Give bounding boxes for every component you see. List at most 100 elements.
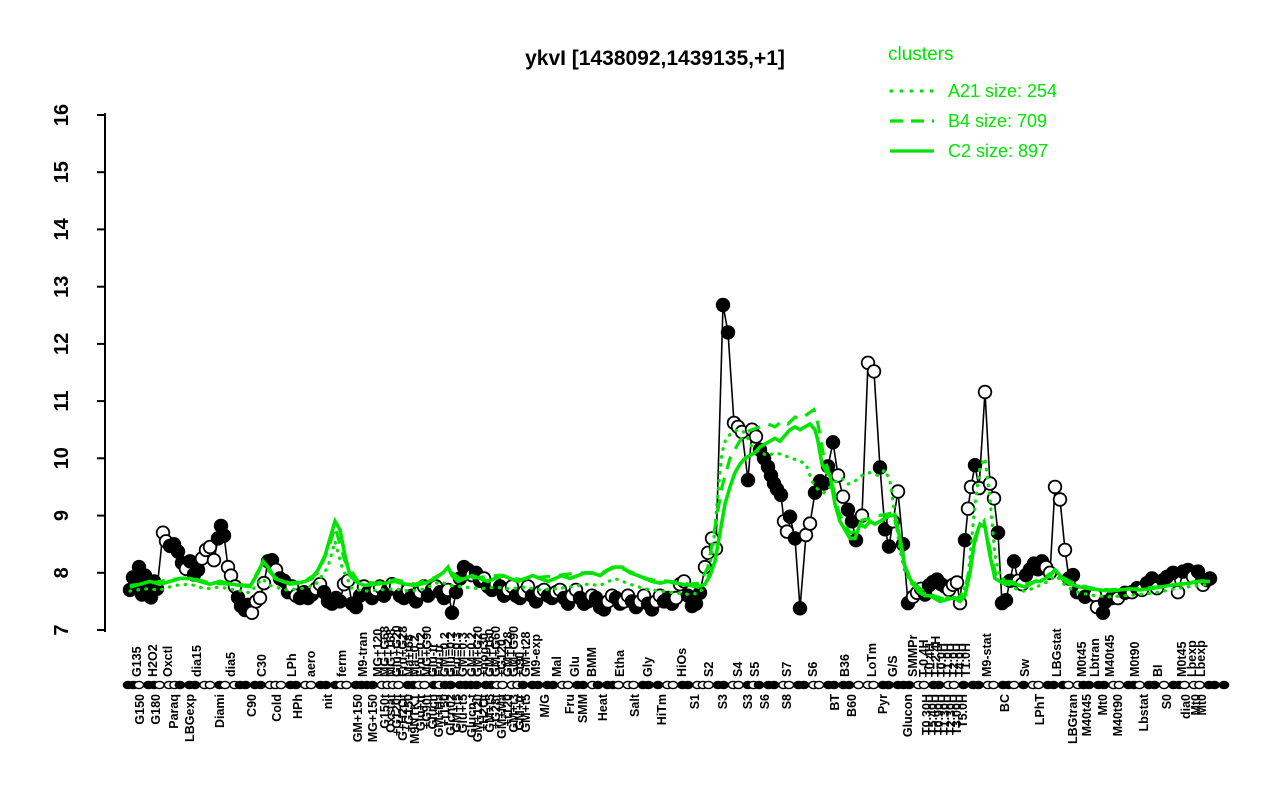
condition-label: LPhT: [1033, 694, 1047, 726]
replicate-marker: [1098, 680, 1110, 690]
condition-label: SMM: [576, 694, 590, 723]
y-axis: 7 8 9 10 11 12 13 14 15 16: [51, 104, 106, 636]
condition-label: Glu-tr: [426, 643, 440, 677]
replicate-marker: [562, 680, 574, 690]
condition-label: S2: [702, 662, 716, 677]
data-point: [957, 533, 973, 548]
replicate-marker: [1134, 680, 1145, 690]
condition-label: M9-exp: [529, 634, 543, 677]
data-point: [448, 585, 464, 600]
condition-label: S7: [780, 662, 794, 677]
data-point: [998, 593, 1014, 608]
condition-label: BI: [1151, 665, 1165, 678]
condition-label: S3: [741, 694, 755, 709]
data-point: [977, 384, 993, 400]
replicate-marker: [240, 680, 251, 690]
replicate-marker: [853, 680, 864, 690]
condition-label: GM+G20: [471, 626, 485, 677]
condition-labels-bottom: G150 G180 Paraq LBGexp Diami C90 Cold HPh nit GM+…: [133, 693, 1209, 744]
condition-label: Fru=0.2: [414, 632, 428, 677]
data-point: [202, 539, 218, 555]
condition-label: GM+G60: [489, 626, 503, 677]
cluster-curves: [128, 407, 1214, 604]
replicate-marker: [643, 680, 654, 690]
y-tick-label: 9: [51, 510, 73, 521]
condition-label: Ma=0.2: [408, 635, 422, 677]
replicate-marker: [933, 680, 945, 690]
data-point: [890, 484, 906, 499]
replicate-marker: [1218, 680, 1230, 690]
replicate-marker: [733, 680, 744, 690]
condition-label: T-0.4H: [917, 639, 931, 677]
replicate-marker: [718, 680, 729, 690]
replicate-marker: [813, 680, 825, 690]
condition-label: C30: [255, 654, 269, 677]
condition-label: nit: [321, 693, 335, 709]
condition-label: Ma+t68: [402, 634, 416, 677]
condition-label: Glucon: [901, 694, 915, 737]
replicate-marker: [154, 680, 165, 690]
condition-label: GM+150: [351, 694, 365, 742]
replicate-marker: [133, 680, 145, 690]
condition-label: Glu+tr: [414, 694, 428, 731]
condition-label: +t90: [513, 652, 527, 677]
condition-label: HPh: [291, 694, 305, 719]
condition-label: S3: [716, 694, 730, 709]
replicate-marker: [1048, 680, 1059, 690]
condition-label: GM+120: [471, 694, 485, 742]
dashed-line-icon: [890, 119, 934, 123]
condition-label: M9NTK1: [408, 694, 422, 744]
condition-label: T2.30H: [944, 694, 958, 735]
data-point: [1006, 554, 1022, 569]
condition-label: GM+G90: [507, 626, 521, 677]
condition-label: LBGstat: [1050, 628, 1064, 677]
condition-label: Glu: [568, 656, 582, 677]
legend-item-label: C2 size: 897: [948, 140, 1049, 161]
data-point: [1052, 492, 1068, 507]
data-point: [773, 487, 789, 503]
condition-label: S6: [806, 662, 820, 677]
condition-label: +t120: [501, 694, 515, 726]
condition-label: T0.30H: [920, 694, 934, 735]
condition-label: S8: [780, 694, 794, 709]
condition-label: +G28t: [489, 693, 503, 729]
condition-label: GM+t28: [519, 631, 533, 677]
condition-label: G150t: [378, 693, 392, 729]
condition-label: +G120t: [390, 693, 404, 736]
replicate-marker: [613, 680, 624, 690]
replicate-marker: [1033, 680, 1044, 690]
cluster-C2-curve: [129, 421, 1210, 604]
condition-label: +G90t: [420, 693, 434, 729]
condition-label: Glucn: [426, 694, 440, 729]
replicate-marker: [393, 680, 404, 690]
condition-label: MG+G90: [420, 626, 434, 677]
condition-label: T3.00H: [950, 694, 964, 735]
replicate-marker: [320, 680, 332, 690]
condition-label: Paraq: [167, 694, 181, 729]
replicate-marker: [1113, 680, 1125, 690]
condition-label: Oxctl: [161, 646, 175, 677]
condition-label: MG+G68: [378, 626, 392, 677]
replicate-marker: [174, 680, 186, 690]
condition-label: M9-stat: [980, 632, 994, 677]
replicate-marker: [275, 680, 287, 690]
data-point: [1047, 479, 1063, 495]
condition-label: GM+t5: [450, 694, 464, 733]
replicate-marker: [204, 680, 216, 690]
condition-label: GM=0.3: [456, 632, 470, 677]
condition-label: GM+t28: [501, 631, 515, 677]
replicate-marker: [532, 680, 544, 690]
data-point: [792, 601, 808, 616]
replicate-marker: [798, 680, 810, 690]
legend-item-b4: B4 size: 709: [888, 106, 1057, 136]
replicate-marker: [918, 680, 930, 690]
replicate-marker: [843, 680, 855, 690]
condition-label: GM+Ma: [495, 693, 509, 739]
condition-label: Mt0: [1189, 694, 1203, 716]
condition-label: HiOs: [675, 648, 689, 677]
condition-label: dia15: [190, 645, 204, 677]
replicate-marker: [883, 680, 894, 690]
condition-label: T0.4H: [923, 643, 937, 677]
condition-label: LBGexp: [183, 694, 197, 742]
page-title: ykvI [1438092,1439135,+1]: [525, 47, 785, 70]
